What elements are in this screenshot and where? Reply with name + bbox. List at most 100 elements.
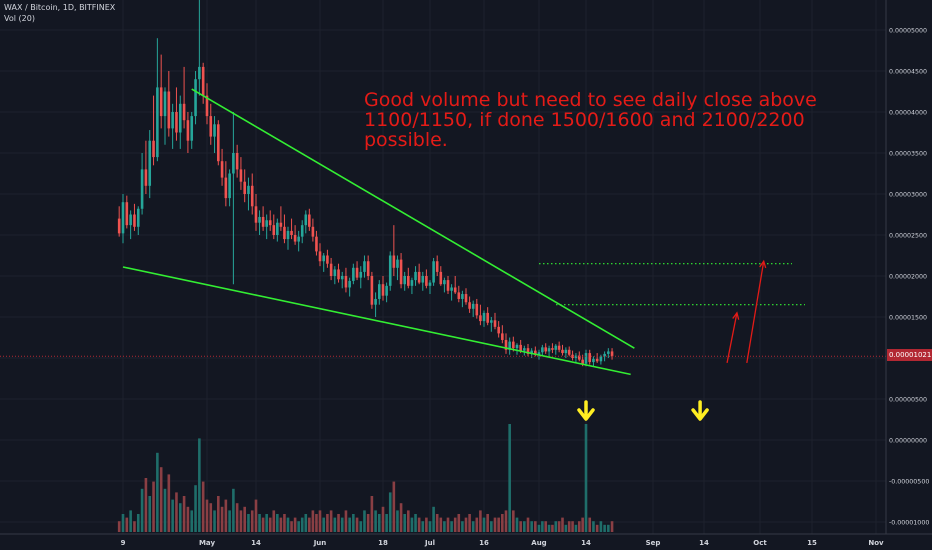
volume-bar bbox=[300, 517, 304, 532]
candle-body bbox=[333, 269, 337, 276]
candle-body bbox=[228, 173, 231, 199]
volume-bar bbox=[544, 521, 548, 532]
volume-bar bbox=[554, 521, 558, 532]
volume-bar bbox=[571, 521, 574, 532]
candle-body bbox=[329, 263, 333, 276]
x-tick-label: May bbox=[199, 539, 215, 547]
x-tick-label: 15 bbox=[807, 539, 817, 547]
candle-body bbox=[308, 214, 311, 227]
candle-body bbox=[497, 326, 500, 334]
candle-body bbox=[254, 206, 258, 223]
volume-bar bbox=[537, 524, 541, 532]
candle-body bbox=[213, 124, 216, 137]
candle-body bbox=[243, 181, 246, 194]
volume-bar bbox=[228, 510, 231, 532]
volume-bar bbox=[493, 517, 497, 532]
x-tick-label: 14 bbox=[251, 539, 261, 547]
candle-body bbox=[526, 348, 530, 354]
volume-bar bbox=[355, 517, 359, 532]
candle-body bbox=[261, 216, 265, 227]
candle-body bbox=[209, 116, 213, 137]
volume-bar bbox=[519, 521, 522, 532]
volume-bar bbox=[425, 517, 428, 532]
volume-bar bbox=[265, 514, 268, 532]
time-axis[interactable]: 9 May 14 Jun 18 Jul 16 Aug 14 Sep 14 Oct 15 Nov bbox=[0, 533, 932, 547]
x-tick-label: 9 bbox=[121, 539, 126, 547]
volume-bar bbox=[171, 499, 174, 532]
volume-bar bbox=[308, 517, 311, 532]
volume-bar bbox=[258, 514, 261, 532]
volume-bar bbox=[574, 524, 578, 532]
volume-bar bbox=[421, 521, 425, 532]
candle-body bbox=[534, 350, 537, 355]
volume-bar bbox=[136, 514, 140, 532]
volume-bar bbox=[318, 510, 322, 532]
down-arrow-marker-head bbox=[577, 408, 595, 421]
volume-bar bbox=[599, 521, 603, 532]
candle-body bbox=[318, 251, 322, 262]
candle-body bbox=[567, 349, 571, 355]
volume-bar bbox=[272, 510, 276, 532]
candle-body bbox=[297, 236, 300, 242]
volume-bar bbox=[297, 521, 300, 532]
volume-bar bbox=[286, 517, 290, 532]
down-arrow-marker-head bbox=[691, 408, 709, 421]
candle-body bbox=[232, 153, 235, 174]
candle-body bbox=[410, 280, 414, 286]
price-axis[interactable]: 0.00005000 0.00004500 0.00004000 0.00003500… bbox=[885, 0, 932, 550]
volume-bar bbox=[133, 521, 136, 532]
candle-body bbox=[258, 216, 261, 223]
volume-bar bbox=[186, 506, 190, 532]
candle-body bbox=[140, 169, 144, 209]
volume-bar bbox=[457, 514, 461, 532]
volume-bar bbox=[190, 510, 194, 532]
candle-body bbox=[136, 208, 140, 227]
candle-body bbox=[171, 112, 174, 129]
candle-body bbox=[592, 358, 595, 363]
candle-body bbox=[425, 276, 428, 286]
candle-body bbox=[554, 345, 558, 350]
candle-body bbox=[607, 351, 610, 354]
volume-bar bbox=[276, 514, 279, 532]
volume-bar bbox=[326, 514, 329, 532]
volume-bar bbox=[205, 499, 209, 532]
volume-bar bbox=[140, 488, 144, 532]
volume-bar bbox=[144, 478, 148, 532]
candle-body bbox=[435, 261, 439, 272]
x-tick-label: Jun bbox=[313, 539, 327, 547]
candle-body bbox=[198, 66, 201, 80]
candle-body bbox=[414, 271, 417, 281]
candle-body bbox=[144, 169, 148, 186]
volume-bar bbox=[290, 521, 293, 532]
candle-body bbox=[276, 222, 279, 235]
candle-body bbox=[595, 358, 599, 362]
candle-body bbox=[396, 259, 399, 268]
candle-body bbox=[450, 287, 453, 291]
volume-bar bbox=[501, 514, 504, 532]
volume-bar bbox=[293, 517, 297, 532]
x-tick-label: Nov bbox=[868, 539, 884, 547]
volume-bar bbox=[403, 514, 406, 532]
candle-body bbox=[156, 87, 159, 158]
candle-body bbox=[315, 236, 318, 252]
volume-bar bbox=[348, 517, 351, 532]
candle-body bbox=[133, 214, 136, 227]
candle-body bbox=[392, 255, 396, 268]
x-tick-label: Jul bbox=[424, 539, 435, 547]
volume-bar bbox=[268, 517, 272, 532]
candle-body bbox=[421, 276, 425, 283]
candle-body bbox=[603, 353, 606, 357]
candle-body bbox=[217, 124, 220, 162]
candle-body bbox=[584, 353, 588, 364]
volume-bar bbox=[279, 517, 283, 532]
candle-body bbox=[461, 294, 464, 299]
candle-body bbox=[482, 312, 486, 322]
y-tick-label: 0.00005000 bbox=[889, 28, 927, 35]
candle-body bbox=[201, 66, 205, 96]
volume-bar bbox=[337, 514, 340, 532]
volume-bar bbox=[377, 514, 381, 532]
candle-body bbox=[468, 302, 471, 309]
candle-body bbox=[322, 255, 326, 262]
